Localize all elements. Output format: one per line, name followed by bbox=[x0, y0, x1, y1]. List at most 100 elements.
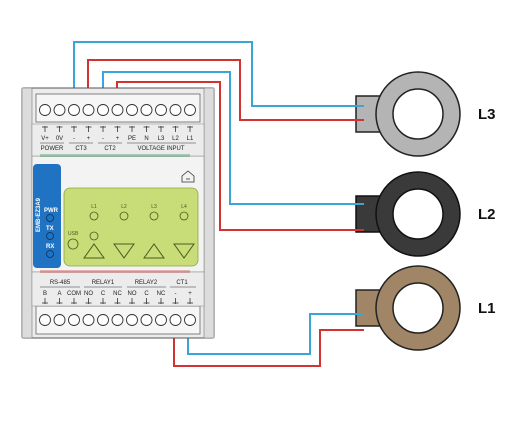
terminal-label: + bbox=[188, 291, 192, 297]
terminal-label: L2 bbox=[172, 136, 179, 142]
terminal-label: - bbox=[175, 291, 177, 297]
terminal-screw bbox=[97, 104, 109, 116]
terminal-screw bbox=[68, 314, 80, 326]
panel-leds bbox=[89, 211, 189, 221]
terminal-label: C bbox=[144, 291, 149, 297]
right-rail bbox=[203, 87, 215, 339]
current-sensor-l1: L1 bbox=[355, 265, 496, 351]
group-label-ct1: CT1 bbox=[176, 280, 188, 286]
sensor-l1-hole bbox=[392, 282, 444, 334]
bottom-terminal-screws bbox=[39, 314, 196, 326]
top-terminal-screws bbox=[39, 104, 196, 116]
indicator-leds: PWR TX RX bbox=[44, 208, 59, 258]
sensor-l2-hole bbox=[392, 188, 444, 240]
terminal-screw bbox=[53, 314, 66, 326]
wire-ends bbox=[350, 105, 364, 331]
terminal-screw bbox=[126, 104, 138, 116]
panel-labels: L1 L2 L3 L4 bbox=[91, 204, 187, 210]
panel-label-l4: L4 bbox=[181, 204, 187, 210]
terminal-label: N bbox=[144, 136, 148, 142]
top-terminal-marks bbox=[42, 126, 193, 132]
top-terminal-labels: V+ 0V - + - + PE N L3 L2 L1 bbox=[41, 136, 194, 142]
usb-port[interactable] bbox=[67, 238, 79, 250]
bottom-group-labels: RS-485 RELAY1 RELAY2 CT1 bbox=[40, 280, 196, 288]
sensor-l3-hole bbox=[392, 88, 444, 140]
terminal-screw bbox=[39, 104, 51, 116]
terminal-label: L3 bbox=[158, 136, 165, 142]
top-group-labels: POWER CT3 CT2 VOLTAGE INPUT bbox=[40, 142, 196, 152]
group-label-voltage-input: VOLTAGE INPUT bbox=[137, 146, 184, 152]
group-label-relay2: RELAY2 bbox=[135, 280, 158, 286]
energy-meter-device: V+ 0V - + - + PE N L3 L2 L1 POWER CT3 CT… bbox=[21, 87, 215, 339]
sensor-l1-label: L1 bbox=[478, 300, 496, 317]
indicator-label-rx: RX bbox=[46, 244, 54, 250]
l3-led bbox=[149, 211, 159, 221]
terminal-screw bbox=[155, 314, 167, 326]
group-label-rs485: RS-485 bbox=[50, 280, 71, 286]
terminal-label: - bbox=[102, 136, 104, 142]
terminal-label: C bbox=[101, 291, 106, 297]
terminal-label: + bbox=[87, 136, 91, 142]
terminal-screw bbox=[68, 104, 80, 116]
sensor-l2-label: L2 bbox=[478, 206, 496, 223]
panel-label-l2: L2 bbox=[121, 204, 127, 210]
terminal-label: NC bbox=[157, 291, 166, 297]
terminal-label: NO bbox=[84, 291, 93, 297]
terminal-screw bbox=[140, 104, 153, 116]
terminal-label: NC bbox=[113, 291, 122, 297]
house-icon bbox=[181, 170, 195, 183]
display-panel bbox=[63, 187, 199, 267]
terminal-label: + bbox=[116, 136, 120, 142]
wire-l1-blue bbox=[187, 313, 362, 355]
nav-button-up-2[interactable] bbox=[143, 243, 165, 259]
terminal-screw bbox=[126, 314, 138, 326]
wire-l1-red bbox=[173, 320, 362, 367]
model-label: EMB-EZ3A9 bbox=[36, 197, 42, 232]
bottom-terminal-labels: B A COM NO C NC NO C NC - + bbox=[43, 291, 192, 297]
navigation-buttons bbox=[83, 243, 195, 259]
wire-l3-blue bbox=[73, 41, 362, 107]
wire-l3-red bbox=[87, 59, 362, 121]
terminal-screw bbox=[82, 314, 95, 326]
nav-button-down-2[interactable] bbox=[173, 243, 195, 259]
wire-l2-blue bbox=[102, 71, 362, 205]
terminal-label: B bbox=[43, 291, 47, 297]
status-strip-bottom bbox=[40, 270, 190, 273]
tx-led bbox=[46, 232, 54, 240]
bottom-terminal-marks bbox=[42, 298, 193, 304]
group-label-ct3: CT3 bbox=[75, 146, 87, 152]
terminal-screw bbox=[169, 104, 182, 116]
terminal-screw bbox=[155, 104, 167, 116]
nav-button-down[interactable] bbox=[113, 243, 135, 259]
panel-label-l1: L1 bbox=[91, 204, 97, 210]
lower-label-strip bbox=[31, 271, 205, 307]
l1-led bbox=[89, 211, 99, 221]
terminal-screw bbox=[111, 104, 124, 116]
terminal-label: COM bbox=[67, 291, 81, 297]
terminal-label: PE bbox=[128, 136, 136, 142]
terminal-screw bbox=[140, 314, 153, 326]
group-label-power: POWER bbox=[41, 146, 64, 152]
terminal-screw bbox=[184, 104, 196, 116]
group-label-ct2: CT2 bbox=[104, 146, 116, 152]
terminal-label: 0V bbox=[56, 136, 63, 142]
sensor-l3-label: L3 bbox=[478, 106, 496, 123]
terminal-label: - bbox=[73, 136, 75, 142]
terminal-screw bbox=[97, 314, 109, 326]
terminal-screw bbox=[39, 314, 51, 326]
terminal-screw bbox=[169, 314, 182, 326]
terminal-label: L1 bbox=[187, 136, 194, 142]
terminal-label: A bbox=[57, 291, 61, 297]
nav-button-up[interactable] bbox=[83, 243, 105, 259]
l4-led bbox=[179, 211, 189, 221]
rx-led bbox=[46, 250, 54, 258]
pwr-led bbox=[46, 214, 54, 222]
panel-label-l3: L3 bbox=[151, 204, 157, 210]
status-strip-top bbox=[40, 154, 190, 157]
small-button[interactable] bbox=[89, 231, 99, 241]
indicator-label-tx: TX bbox=[46, 226, 54, 232]
usb-label: USB bbox=[68, 231, 79, 237]
terminal-screw bbox=[111, 314, 124, 326]
indicator-label-pwr: PWR bbox=[44, 208, 59, 214]
